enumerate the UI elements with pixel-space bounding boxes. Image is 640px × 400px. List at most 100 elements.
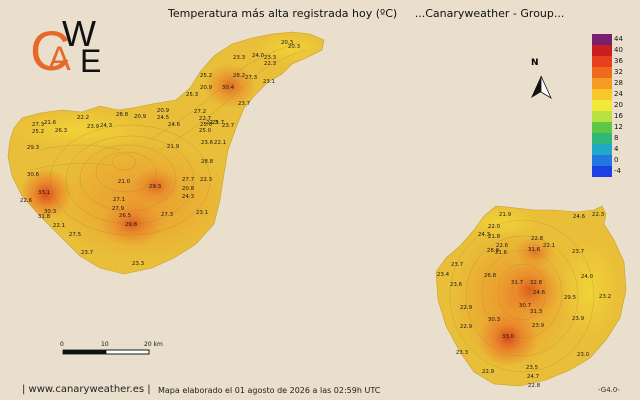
station-temp-30: 25.2 bbox=[32, 129, 44, 135]
station-temp-16: 20.9 bbox=[134, 114, 147, 120]
station-temp-62: 22.3 bbox=[592, 212, 605, 218]
station-temp-77: 31.7 bbox=[511, 280, 524, 286]
station-temp-92: 22.9 bbox=[482, 369, 495, 375]
station-temp-51: 26.5 bbox=[119, 213, 132, 219]
station-temp-63: 24.3 bbox=[478, 232, 491, 238]
station-temp-90: 23.3 bbox=[456, 350, 469, 356]
station-temp-29: 23.7 bbox=[222, 123, 235, 129]
station-temp-11: 30.4 bbox=[222, 85, 235, 91]
station-temp-82: 22.9 bbox=[460, 305, 473, 311]
station-temp-64: 21.8 bbox=[488, 234, 501, 240]
map-date: Mapa elaborado el 01 agosto de 2026 a la… bbox=[158, 386, 381, 395]
station-temp-59: 21.9 bbox=[499, 212, 512, 218]
logo: C A W E bbox=[30, 13, 101, 82]
legend-value-0: 44 bbox=[614, 35, 623, 43]
station-temp-73: 26.8 bbox=[484, 273, 497, 279]
legend-value-4: 28 bbox=[614, 79, 623, 87]
station-temp-60: 22.0 bbox=[488, 224, 501, 230]
version-label: -G4.0- bbox=[598, 386, 620, 394]
station-temp-84: 31.3 bbox=[530, 309, 543, 315]
station-temp-61: 24.6 bbox=[573, 214, 586, 220]
station-temp-43: 20.8 bbox=[182, 186, 195, 192]
station-temp-72: 23.7 bbox=[451, 262, 464, 268]
station-temp-68: 28.8 bbox=[487, 248, 500, 254]
station-temp-66: 22.1 bbox=[543, 243, 555, 249]
station-temp-79: 24.6 bbox=[533, 290, 546, 296]
station-temp-53: 23.1 bbox=[196, 210, 208, 216]
legend-value-11: 0 bbox=[614, 156, 619, 164]
station-temp-31: 26.3 bbox=[55, 128, 68, 134]
station-temp-15: 28.8 bbox=[116, 112, 129, 118]
legend-swatch-11 bbox=[592, 155, 612, 166]
legend-swatch-3 bbox=[592, 67, 612, 78]
group-text: ...Canaryweather - Group... bbox=[414, 7, 565, 20]
station-temp-65: 22.8 bbox=[531, 236, 544, 242]
station-temp-89: 33.0 bbox=[502, 334, 515, 340]
gran-canaria-island bbox=[435, 205, 627, 387]
legend-swatch-0 bbox=[592, 34, 612, 45]
temperature-legend bbox=[592, 34, 612, 177]
legend-value-1: 40 bbox=[614, 46, 623, 54]
station-temp-74: 23.4 bbox=[437, 272, 450, 278]
station-temp-23: 23.9 bbox=[87, 124, 100, 130]
station-temp-69: 21.6 bbox=[495, 250, 508, 256]
station-temp-38: 30.6 bbox=[27, 172, 40, 178]
scale-label-20: 20 km bbox=[144, 341, 163, 348]
scale-label-10: 10 bbox=[101, 341, 109, 348]
station-temp-33: 23.6 bbox=[201, 140, 214, 146]
station-temp-81: 23.2 bbox=[599, 294, 611, 300]
station-temp-41: 22.3 bbox=[200, 177, 213, 183]
legend-swatch-7 bbox=[592, 111, 612, 122]
station-labels: 20.320.323.3 24.0 23.322.325.2 28.2 27.323.1… bbox=[20, 40, 611, 389]
legend-swatch-6 bbox=[592, 100, 612, 111]
station-temp-70: 31.6 bbox=[528, 247, 541, 253]
station-temp-7: 28.2 bbox=[233, 73, 245, 79]
title-text: Temperatura más alta registrada hoy (ºC) bbox=[168, 7, 398, 20]
station-temp-47: 24.3 bbox=[182, 194, 195, 200]
station-temp-80: 29.5 bbox=[564, 295, 577, 301]
legend-value-2: 36 bbox=[614, 57, 623, 65]
station-temp-8: 27.3 bbox=[245, 75, 258, 81]
station-temp-44: 33.1 bbox=[38, 190, 50, 196]
legend-swatch-2 bbox=[592, 56, 612, 67]
station-temp-25: 24.6 bbox=[168, 122, 181, 128]
station-temp-54: 22.1 bbox=[53, 223, 65, 229]
logo-letter-w: W bbox=[62, 13, 96, 54]
station-temp-52: 27.3 bbox=[161, 212, 174, 218]
station-temp-24: 24.3 bbox=[100, 123, 113, 129]
legend-value-9: 8 bbox=[614, 134, 619, 142]
station-temp-12: 25.3 bbox=[186, 92, 199, 98]
station-temp-86: 23.9 bbox=[532, 323, 545, 329]
station-temp-20: 21.6 bbox=[44, 120, 57, 126]
station-temp-13: 23.7 bbox=[238, 101, 251, 107]
scale-bar bbox=[62, 349, 150, 355]
station-temp-37: 28.8 bbox=[201, 159, 214, 165]
station-temp-4: 23.3 bbox=[264, 55, 277, 61]
station-temp-26: 25.0 bbox=[200, 122, 213, 128]
station-temp-2: 23.3 bbox=[233, 55, 246, 61]
station-temp-57: 23.7 bbox=[81, 250, 94, 256]
legend-swatch-8 bbox=[592, 122, 612, 133]
station-temp-67: 22.6 bbox=[496, 243, 509, 249]
website-link[interactable]: | www.canaryweather.es | bbox=[22, 384, 151, 395]
station-temp-94: 24.7 bbox=[527, 374, 540, 380]
legend-swatch-9 bbox=[592, 133, 612, 144]
station-temp-34: 22.1 bbox=[214, 140, 226, 146]
legend-value-5: 24 bbox=[614, 90, 623, 98]
station-temp-27: 22.3 bbox=[206, 120, 219, 126]
station-temp-49: 27.9 bbox=[112, 206, 125, 212]
station-temp-14: 20.9 bbox=[157, 108, 170, 114]
station-temp-93: 23.5 bbox=[526, 365, 539, 371]
legend-swatch-12 bbox=[592, 166, 612, 177]
station-temp-28: 25.7 bbox=[212, 120, 225, 126]
station-temp-50: 31.8 bbox=[38, 214, 51, 220]
station-temp-56: 27.5 bbox=[69, 232, 82, 238]
station-temp-5: 22.3 bbox=[264, 61, 277, 67]
legend-swatch-4 bbox=[592, 78, 612, 89]
station-temp-10: 20.9 bbox=[200, 85, 213, 91]
station-temp-95: 22.8 bbox=[528, 383, 541, 389]
north-label: N bbox=[531, 58, 539, 68]
legend-swatch-10 bbox=[592, 144, 612, 155]
station-temp-48: 30.3 bbox=[44, 209, 57, 215]
station-temp-36: 21.9 bbox=[167, 144, 180, 150]
